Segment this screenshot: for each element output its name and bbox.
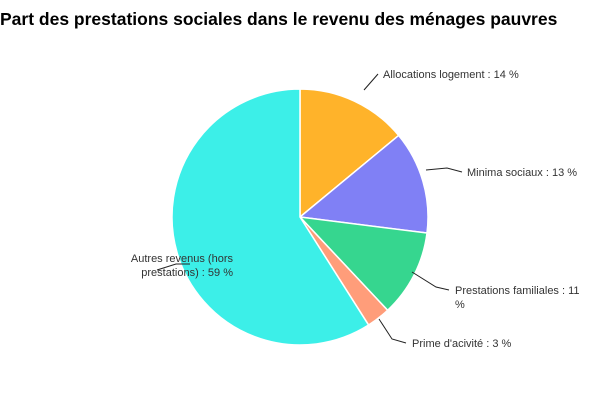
leader-line (378, 318, 407, 344)
slice-label-line: Allocations logement : 14 % (383, 69, 519, 81)
slice-label-line: Prime d'acivité : 3 % (412, 338, 512, 350)
slice-label-line: Autres revenus (hors (131, 253, 234, 265)
pie-slice (299, 134, 429, 234)
slice-label: Autres revenus (hors prestations) : 59 % (131, 253, 234, 279)
slice-label-line: % (455, 299, 465, 311)
leader-line (425, 167, 463, 173)
slice-label: Prime d'acivité : 3 % (412, 338, 512, 350)
pie-slice (171, 88, 370, 346)
leader-line (156, 263, 190, 271)
slice-label-line: Minima sociaux : 13 % (467, 167, 577, 179)
pie-slice (299, 216, 428, 312)
slice-label-line: Prestations familiales : 11 (455, 285, 580, 297)
slice-label: Minima sociaux : 13 % (467, 167, 577, 179)
slice-label-line: prestations) : 59 % (141, 267, 233, 279)
pie-slice (299, 88, 400, 218)
slice-label: Allocations logement : 14 % (383, 69, 519, 81)
chart-title: Part des prestations sociales dans le re… (0, 9, 558, 29)
slice-label: Prestations familiales : 11% (455, 285, 580, 311)
leader-line (411, 271, 450, 291)
leader-line (363, 73, 379, 91)
